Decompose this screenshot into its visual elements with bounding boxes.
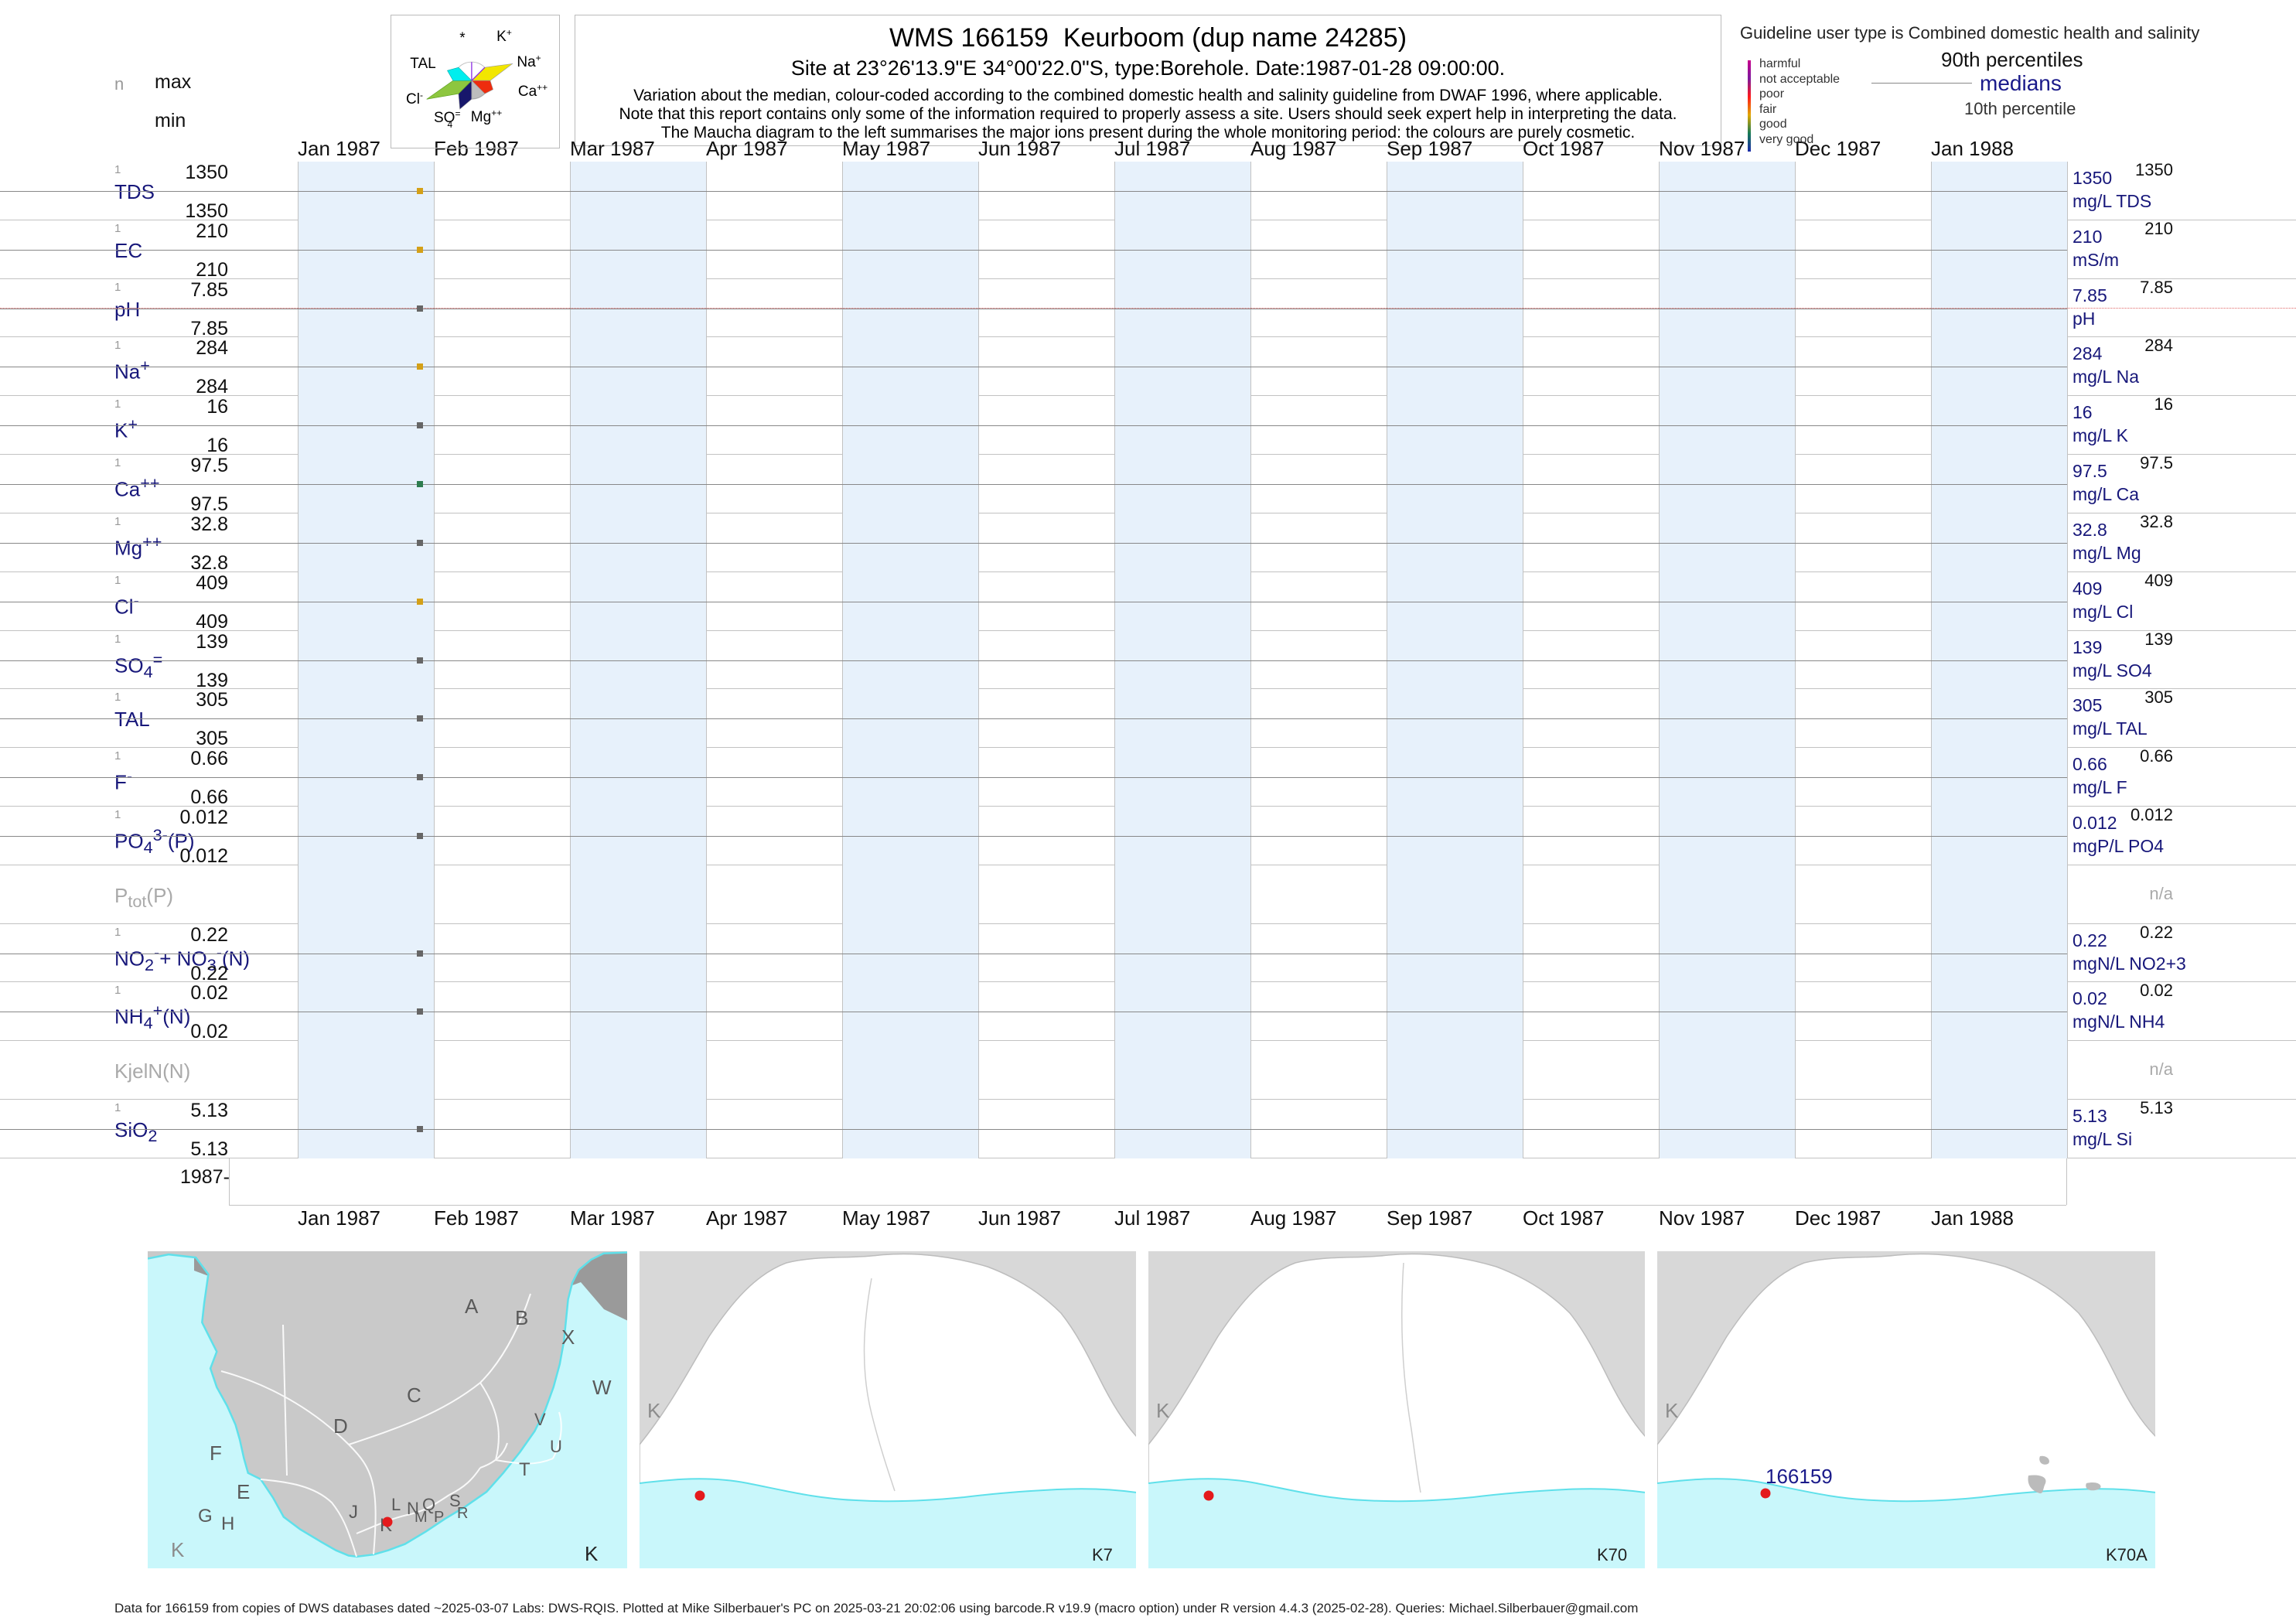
- svg-text:X: X: [561, 1325, 575, 1349]
- svg-text:K70A: K70A: [2106, 1545, 2148, 1564]
- svg-text:W: W: [592, 1376, 612, 1399]
- svg-text:L: L: [391, 1495, 401, 1514]
- svg-text:D: D: [333, 1414, 348, 1438]
- svg-text:K70: K70: [1597, 1545, 1627, 1564]
- svg-text:B: B: [515, 1306, 528, 1329]
- svg-text:166159: 166159: [1765, 1465, 1833, 1488]
- svg-text:K: K: [1156, 1399, 1170, 1422]
- svg-text:A: A: [465, 1295, 479, 1318]
- svg-text:E: E: [237, 1480, 250, 1503]
- svg-text:Mg++: Mg++: [471, 107, 502, 125]
- svg-text:G: G: [198, 1506, 213, 1527]
- svg-text:K: K: [1665, 1399, 1679, 1422]
- svg-text:SO=4: SO= 4: [434, 108, 460, 130]
- svg-text:C: C: [407, 1383, 421, 1407]
- svg-text:Cl-: Cl-: [406, 90, 423, 107]
- svg-text:H: H: [221, 1513, 234, 1534]
- svg-text:K: K: [647, 1399, 661, 1422]
- svg-text:Ca++: Ca++: [518, 82, 548, 100]
- svg-text:F: F: [210, 1441, 222, 1465]
- svg-text:P: P: [434, 1509, 444, 1526]
- svg-text:K+: K+: [496, 27, 512, 45]
- svg-text:V: V: [534, 1410, 546, 1429]
- svg-text:R: R: [457, 1505, 468, 1522]
- svg-text:K7: K7: [1092, 1545, 1113, 1564]
- svg-text:J: J: [349, 1502, 358, 1523]
- svg-text:TAL: TAL: [410, 56, 435, 72]
- svg-text:M: M: [415, 1509, 428, 1526]
- svg-text:K: K: [585, 1542, 599, 1565]
- svg-text:K: K: [171, 1538, 185, 1561]
- svg-text:*: *: [459, 30, 466, 46]
- svg-text:U: U: [550, 1437, 562, 1456]
- svg-text:T: T: [519, 1459, 531, 1480]
- svg-text:Na+: Na+: [517, 53, 541, 70]
